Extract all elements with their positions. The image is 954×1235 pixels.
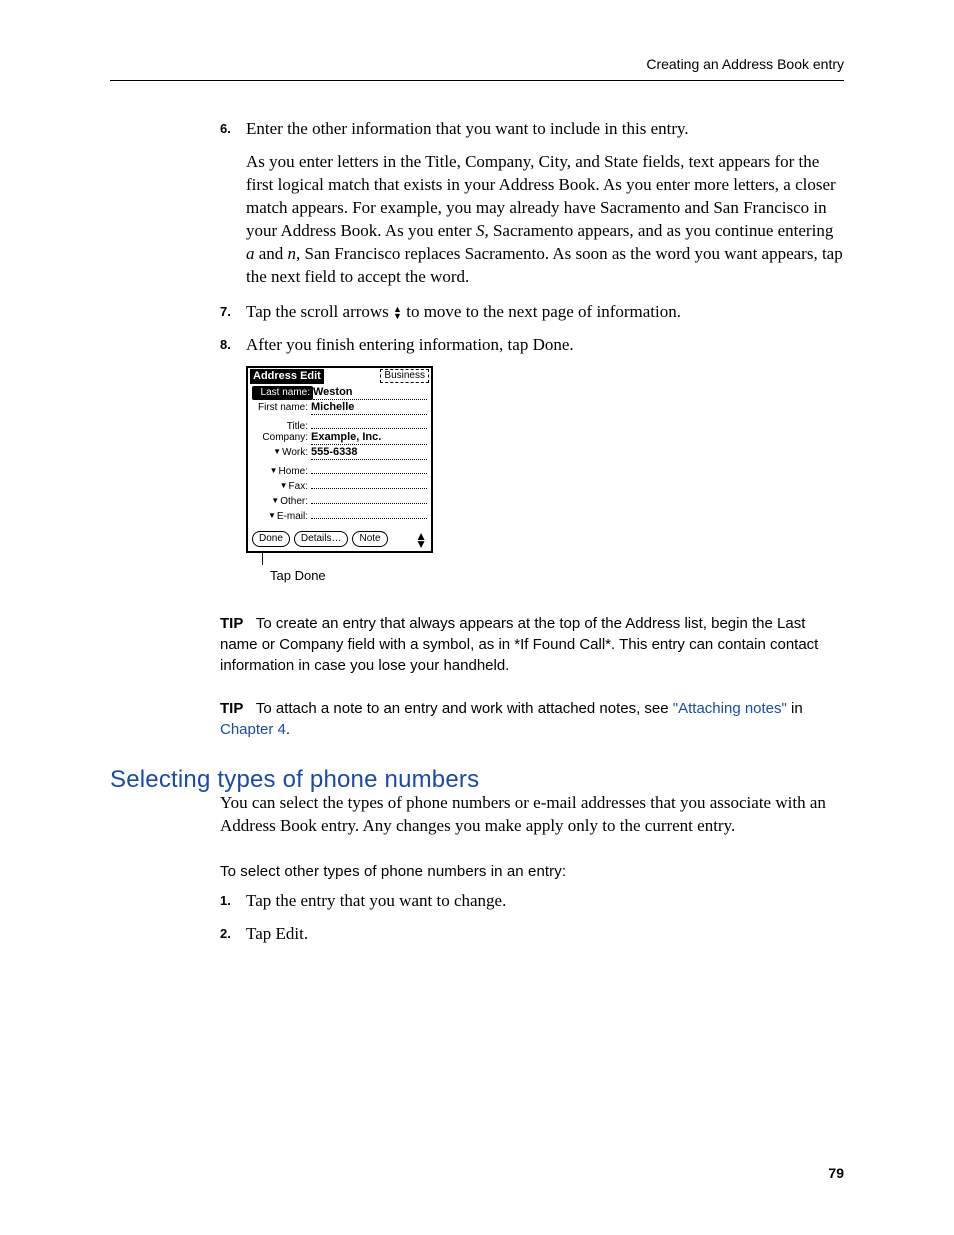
step-number: 7. [220, 303, 231, 321]
italic-run: S, [476, 221, 489, 240]
row-other: ▼Other: [252, 491, 427, 506]
row-firstname: First name: Michelle [252, 401, 427, 416]
step-1: 1. Tap the entry that you want to change… [220, 890, 844, 913]
section-2-content: You can select the types of phone number… [220, 782, 844, 956]
row-fax: ▼Fax: [252, 476, 427, 491]
steps-list-continued: 6. Enter the other information that you … [220, 118, 844, 141]
value-company[interactable]: Example, Inc. [311, 431, 427, 445]
screenshot-address-edit: Address Edit Business Last name: Weston … [246, 366, 844, 585]
label-firstname: First name: [252, 401, 311, 415]
row-work: ▼Work: 555-6338 [252, 446, 427, 461]
text-run: and [255, 244, 288, 263]
dropdown-icon: ▼ [268, 511, 276, 522]
text-run: San Francisco replaces Sacramento. As so… [246, 244, 843, 286]
running-head: Creating an Address Book entry [110, 55, 844, 74]
page-header: Creating an Address Book entry [110, 55, 844, 89]
done-button[interactable]: Done [252, 531, 290, 547]
text-run: Sacramento appears, and as you continue … [489, 221, 834, 240]
label-company: Company: [252, 431, 311, 445]
tip-label: TIP [220, 700, 243, 717]
dropdown-icon: ▼ [273, 447, 281, 458]
tip-text: To create an entry that always appears a… [220, 615, 818, 674]
step-2: 2. Tap Edit. [220, 923, 844, 946]
steps-list-2: 1. Tap the entry that you want to change… [220, 890, 844, 946]
value-title[interactable] [311, 416, 427, 429]
tip-2: TIP To attach a note to an entry and wor… [220, 698, 844, 740]
scroll-arrows-icon[interactable]: ▲▼ [415, 531, 427, 547]
value-fax[interactable] [311, 476, 427, 489]
row-lastname: Last name: Weston [252, 386, 427, 401]
step-text: After you finish entering information, t… [246, 335, 574, 354]
steps-list-continued-2: 7. Tap the scroll arrows ▲▼ to move to t… [220, 301, 844, 357]
step-6-paragraph: As you enter letters in the Title, Compa… [246, 151, 844, 289]
step-text: Tap Edit. [246, 924, 308, 943]
palm-category-selector[interactable]: Business [380, 369, 429, 383]
palm-title-text: Address Edit [250, 369, 324, 384]
step-text-a: Tap the scroll arrows [246, 302, 393, 321]
header-rule [110, 80, 844, 81]
page-number: 79 [828, 1164, 844, 1183]
screenshot-caption: Tap Done [270, 567, 844, 585]
value-home[interactable] [311, 461, 427, 474]
link-attaching-notes[interactable]: "Attaching notes" [673, 700, 787, 717]
tip-1: TIP To create an entry that always appea… [220, 613, 844, 676]
row-home: ▼Home: [252, 461, 427, 476]
palm-form: Last name: Weston First name: Michelle T… [248, 384, 431, 525]
details-button[interactable]: Details… [294, 531, 349, 547]
italic-run: n, [288, 244, 301, 263]
label-lastname: Last name: [252, 386, 313, 400]
step-number: 2. [220, 925, 231, 943]
scroll-arrows-icon: ▲▼ [393, 306, 402, 320]
step-text: Tap the entry that you want to change. [246, 891, 506, 910]
step-7: 7. Tap the scroll arrows ▲▼ to move to t… [220, 301, 844, 324]
section-2-para: You can select the types of phone number… [220, 792, 844, 838]
note-button[interactable]: Note [352, 531, 387, 547]
label-work[interactable]: ▼Work: [252, 446, 311, 460]
italic-run: a [246, 244, 255, 263]
value-lastname[interactable]: Weston [313, 386, 427, 400]
step-number: 8. [220, 336, 231, 354]
row-email: ▼E-mail: [252, 506, 427, 521]
palm-titlebar: Address Edit Business [248, 368, 431, 384]
label-text: Work: [282, 447, 308, 458]
step-8: 8. After you finish entering information… [220, 334, 844, 357]
tip-text-b: in [787, 700, 803, 717]
step-number: 6. [220, 120, 231, 138]
label-text: E-mail: [277, 511, 308, 522]
step-number: 1. [220, 892, 231, 910]
value-other[interactable] [311, 491, 427, 504]
value-work[interactable]: 555-6338 [311, 446, 427, 460]
palm-screen: Address Edit Business Last name: Weston … [246, 366, 433, 553]
step-text: Enter the other information that you wan… [246, 119, 689, 138]
step-6: 6. Enter the other information that you … [220, 118, 844, 141]
step-text-b: to move to the next page of information. [402, 302, 681, 321]
palm-button-row: Done Details… Note ▲▼ [248, 525, 431, 551]
value-email[interactable] [311, 506, 427, 519]
tip-label: TIP [220, 615, 243, 632]
tip-text-a: To attach a note to an entry and work wi… [256, 700, 673, 717]
main-content: 6. Enter the other information that you … [220, 118, 844, 740]
label-email[interactable]: ▼E-mail: [252, 510, 311, 524]
row-title: Title: [252, 416, 427, 431]
tip-text-c: . [286, 721, 290, 738]
callout-line [262, 551, 263, 565]
row-company: Company: Example, Inc. [252, 431, 427, 446]
value-firstname[interactable]: Michelle [311, 401, 427, 415]
subheading-to-select: To select other types of phone numbers i… [220, 862, 844, 882]
link-chapter-4[interactable]: Chapter 4 [220, 721, 286, 738]
page: Creating an Address Book entry 6. Enter … [0, 0, 954, 1235]
